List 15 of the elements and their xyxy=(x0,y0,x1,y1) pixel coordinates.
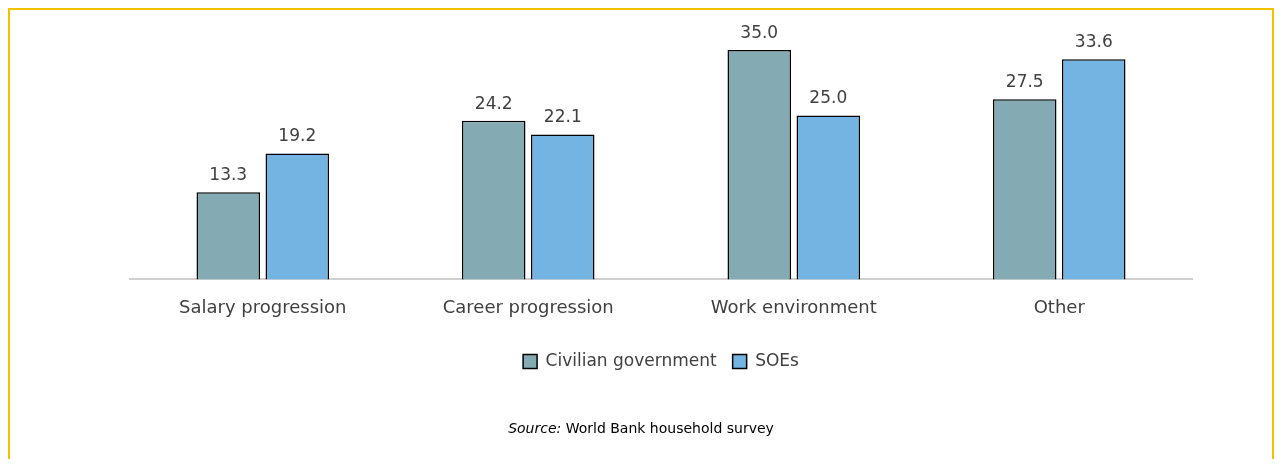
data-label: 35.0 xyxy=(740,21,779,42)
data-label: 19.2 xyxy=(278,125,317,146)
legend-label: SOEs xyxy=(755,349,800,370)
x-tick-label: Career progression xyxy=(442,295,614,317)
legend-label: Civilian government xyxy=(545,349,717,370)
data-label: 33.6 xyxy=(1074,31,1113,52)
x-tick-label: Work environment xyxy=(710,295,877,317)
x-tick-label: Other xyxy=(1033,295,1086,317)
data-label: 13.3 xyxy=(209,164,248,185)
data-label: 24.2 xyxy=(474,92,513,113)
data-label: 22.1 xyxy=(543,106,582,127)
source-note: Source: World Bank household survey xyxy=(507,420,775,436)
x-tick-label: Salary progression xyxy=(179,295,347,317)
data-label: 27.5 xyxy=(1005,71,1044,92)
data-label: 25.0 xyxy=(809,87,848,108)
